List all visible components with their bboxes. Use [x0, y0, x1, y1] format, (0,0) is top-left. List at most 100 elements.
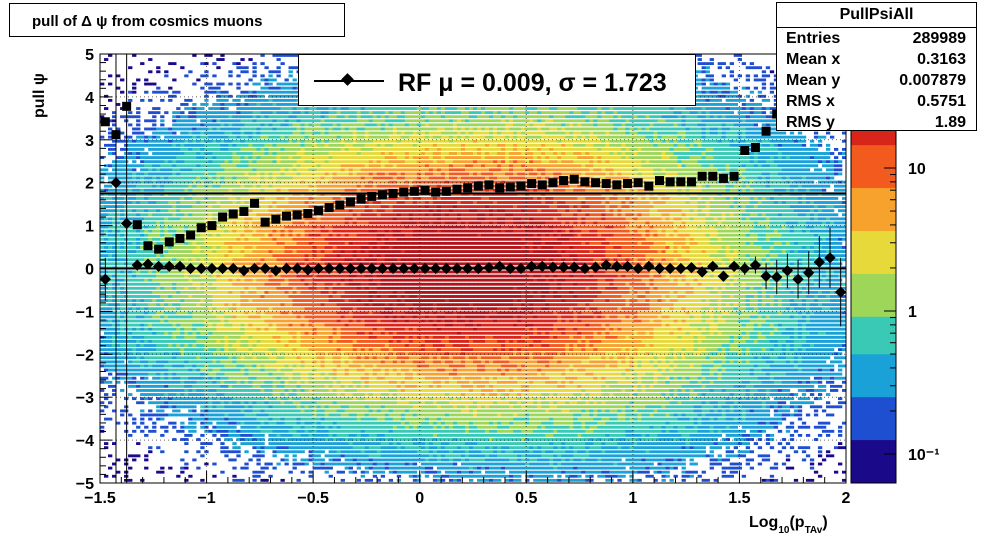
heatmap-cell: [280, 115, 285, 119]
heatmap-cell: [100, 233, 105, 237]
heatmap-cell: [156, 470, 161, 474]
heatmap-cell: [164, 184, 169, 188]
heatmap-cell: [288, 139, 293, 143]
heatmap-cell: [324, 213, 329, 217]
heatmap-cell: [224, 401, 229, 405]
heatmap-cell: [216, 103, 221, 106]
heatmap-cell: [108, 315, 113, 319]
heatmap-cell: [308, 139, 313, 143]
heatmap-cell: [320, 380, 325, 384]
heatmap-cell: [260, 372, 265, 376]
heatmap-cell: [168, 335, 173, 339]
heatmap-cell: [132, 250, 137, 253]
heatmap-cell: [208, 335, 213, 339]
heatmap-cell: [200, 111, 205, 115]
heatmap-cell: [100, 209, 105, 213]
heatmap-cell: [276, 450, 281, 454]
heatmap-cell: [172, 258, 177, 262]
heatmap-cell: [260, 409, 265, 413]
heatmap-cell: [116, 229, 121, 233]
heatmap-cell: [264, 397, 269, 401]
heatmap-cell: [244, 286, 249, 290]
heatmap-cell: [288, 340, 293, 343]
heatmap-cell: [176, 307, 181, 311]
heatmap-cell: [328, 450, 333, 454]
heatmap-cell: [140, 213, 145, 217]
heatmap-cell: [300, 143, 305, 147]
heatmap-cell: [160, 335, 165, 339]
heatmap-cell: [220, 278, 225, 282]
heatmap-cell: [316, 274, 321, 278]
heatmap-cell: [244, 331, 249, 335]
heatmap-cell: [180, 164, 185, 168]
heatmap-cell: [168, 352, 173, 356]
heatmap-cell: [112, 254, 117, 258]
heatmap-cell: [288, 201, 293, 204]
heatmap-cell: [236, 389, 241, 392]
heatmap-cell: [244, 307, 249, 311]
heatmap-cell: [236, 119, 241, 123]
heatmap-cell: [284, 209, 289, 213]
heatmap-cell: [260, 368, 265, 372]
heatmap-cell: [292, 405, 297, 409]
heatmap-cell: [192, 335, 197, 339]
heatmap-cell: [236, 205, 241, 209]
heatmap-cell: [252, 209, 257, 213]
heatmap-cell: [176, 380, 181, 384]
heatmap-cell: [264, 303, 269, 307]
plot-title: pull of Δ ψ from cosmics muons: [32, 13, 263, 30]
heatmap-cell: [288, 384, 293, 388]
heatmap-cell: [272, 282, 277, 286]
heatmap-cell: [240, 237, 245, 241]
heatmap-cell: [316, 389, 321, 392]
heatmap-cell: [196, 397, 201, 401]
heatmap-cell: [156, 233, 161, 237]
heatmap-cell: [264, 229, 269, 233]
heatmap-cell: [140, 286, 145, 290]
heatmap-cell: [288, 295, 293, 298]
heatmap-cell: [188, 176, 193, 180]
heatmap-cell: [320, 315, 325, 319]
heatmap-cell: [304, 290, 309, 294]
heatmap-cell: [276, 143, 281, 147]
heatmap-cell: [296, 250, 301, 253]
heatmap-cell: [112, 217, 117, 221]
heatmap-cell: [288, 160, 293, 164]
heatmap-cell: [252, 405, 257, 409]
heatmap-cell: [292, 258, 297, 262]
heatmap-cell: [316, 197, 321, 200]
heatmap-cell: [272, 393, 277, 396]
heatmap-cell: [148, 237, 153, 241]
heatmap-cell: [300, 409, 305, 413]
heatmap-cell: [240, 115, 245, 119]
heatmap-cell: [256, 237, 261, 241]
heatmap-cell: [272, 344, 277, 347]
heatmap-cell: [208, 254, 213, 258]
heatmap-cell: [264, 417, 269, 421]
heatmap-cell: [284, 429, 289, 433]
heatmap-cell: [148, 389, 153, 392]
heatmap-cell: [140, 131, 145, 135]
heatmap-cell: [156, 327, 161, 331]
heatmap-cell: [156, 344, 161, 347]
heatmap-cell: [276, 90, 281, 94]
heatmap-cell: [188, 180, 193, 184]
heatmap-cell: [316, 360, 321, 364]
heatmap-cell: [264, 172, 269, 176]
heatmap-cell: [220, 209, 225, 213]
heatmap-cell: [268, 139, 273, 143]
heatmap-cell: [292, 450, 297, 454]
heatmap-cell: [184, 282, 189, 286]
heatmap-cell: [156, 147, 161, 151]
heatmap-cell: [176, 205, 181, 209]
heatmap-cell: [320, 360, 325, 364]
heatmap-cell: [140, 209, 145, 213]
heatmap-cell: [120, 188, 125, 192]
heatmap-cell: [288, 74, 293, 78]
heatmap-cell: [316, 401, 321, 405]
heatmap-cell: [320, 311, 325, 315]
heatmap-cell: [180, 299, 185, 302]
heatmap-cell: [252, 290, 257, 294]
heatmap-cell: [200, 319, 205, 323]
heatmap-cell: [128, 364, 133, 368]
